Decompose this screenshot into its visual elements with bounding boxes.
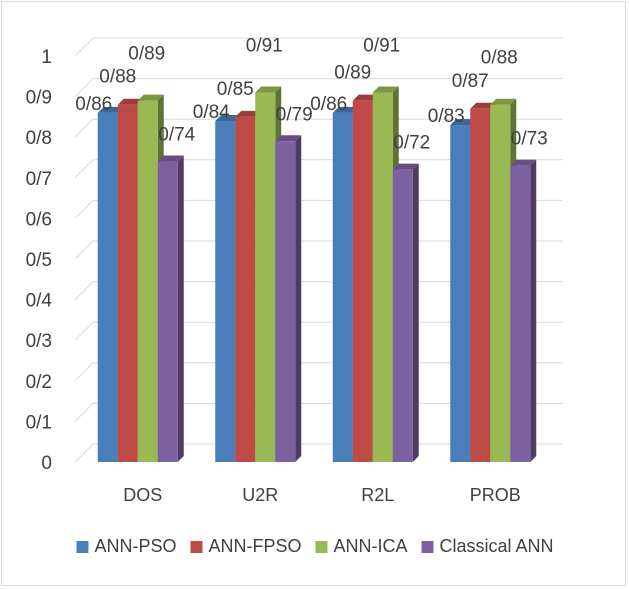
- bar-front: [372, 92, 393, 462]
- data-label: 0/89: [334, 63, 371, 84]
- data-label: 0/74: [158, 125, 195, 146]
- gridline: [74, 118, 563, 138]
- y-tick-label: 0/8: [26, 128, 52, 149]
- bar-side: [530, 159, 537, 462]
- y-tick-label: 0/5: [26, 250, 52, 271]
- data-label: 0/86: [310, 94, 347, 115]
- data-label: 0/84: [193, 102, 230, 123]
- data-labels: 0/860/880/890/740/840/850/910/790/860/89…: [75, 36, 547, 154]
- y-tick-label: 0/4: [26, 291, 53, 312]
- bar-front: [157, 161, 178, 462]
- bar-group-prob: [450, 98, 537, 463]
- legend-item: Classical ANN: [421, 536, 554, 556]
- bar-group-r2l: [332, 86, 419, 462]
- legend-label: ANN-FPSO: [208, 536, 301, 556]
- legend-item: ANN-ICA: [315, 536, 408, 556]
- bar-front: [235, 116, 256, 463]
- data-label: 0/83: [428, 106, 465, 127]
- bar-front: [215, 120, 236, 463]
- y-tick-label: 0/3: [26, 331, 52, 352]
- bar-top: [470, 102, 497, 109]
- x-axis-tick-labels: DOS U2R R2L PROB: [123, 485, 521, 505]
- bar-top: [137, 94, 164, 101]
- y-axis-tick-labels: 0 0/1 0/2 0/3 0/4 0/5 0/6 0/7 0/8 0/9 1: [26, 47, 53, 474]
- x-tick-label: R2L: [361, 485, 394, 505]
- bar-group-u2r: [215, 86, 302, 463]
- gridline: [74, 37, 563, 57]
- data-label: 0/88: [99, 67, 136, 88]
- y-tick-label: 0/7: [26, 169, 52, 190]
- bar-group-dos: [97, 94, 184, 462]
- bar-top: [510, 159, 537, 166]
- y-tick-label: 0/6: [26, 209, 52, 230]
- bar-top: [450, 119, 477, 126]
- bar-top: [255, 86, 282, 93]
- data-label: 0/72: [393, 133, 430, 154]
- legend: ANN-PSO ANN-FPSO ANN-ICA Classical ANN: [76, 536, 554, 556]
- legend-label: ANN-ICA: [333, 536, 407, 556]
- y-tick-label: 1: [41, 47, 52, 68]
- y-tick-label: 0/9: [26, 88, 52, 109]
- bar-side: [177, 155, 184, 462]
- bar-top: [235, 110, 262, 117]
- legend-swatch: [421, 541, 434, 553]
- legend-swatch: [190, 541, 203, 553]
- bar-front: [450, 125, 471, 463]
- data-label: 0/87: [452, 71, 489, 92]
- bar-front: [97, 112, 118, 462]
- legend-swatch: [315, 541, 328, 553]
- data-label: 0/89: [128, 44, 165, 65]
- legend-item: ANN-PSO: [76, 536, 176, 556]
- bar-front: [510, 165, 531, 462]
- bar-top: [352, 94, 379, 101]
- bar-front: [117, 104, 138, 462]
- bar-side: [412, 163, 419, 462]
- bar-front: [352, 100, 373, 462]
- bar-front: [490, 104, 511, 462]
- legend-swatch: [76, 541, 89, 553]
- data-label: 0/73: [511, 129, 548, 150]
- legend-item: ANN-FPSO: [190, 536, 301, 556]
- bar-front: [332, 112, 353, 462]
- bar: [275, 135, 302, 462]
- gridline: [74, 78, 563, 97]
- bar-top: [372, 86, 399, 93]
- gridline: [74, 159, 563, 179]
- legend-label: Classical ANN: [440, 536, 554, 556]
- data-label: 0/85: [217, 79, 254, 100]
- bar-top: [490, 98, 517, 105]
- data-label: 0/88: [481, 48, 518, 69]
- bar-front: [255, 92, 276, 462]
- bar-front: [137, 100, 158, 462]
- bar-front: [470, 108, 491, 462]
- x-tick-label: PROB: [470, 485, 521, 505]
- bar-side: [295, 135, 302, 462]
- bar-top: [275, 135, 302, 142]
- bar-front: [275, 141, 296, 462]
- bar: [392, 163, 419, 462]
- bar-top: [157, 155, 184, 162]
- x-tick-label: DOS: [123, 485, 162, 505]
- bar-front: [392, 169, 413, 462]
- bar-top: [117, 98, 144, 105]
- bar-top: [215, 114, 242, 121]
- y-tick-label: 0: [41, 453, 52, 474]
- bar: [157, 155, 184, 462]
- data-label: 0/79: [276, 104, 313, 125]
- y-tick-label: 0/1: [26, 412, 52, 433]
- bars: [97, 86, 537, 463]
- bar-top: [392, 163, 419, 170]
- data-label: 0/86: [75, 94, 112, 115]
- y-tick-label: 0/2: [26, 372, 52, 393]
- bar: [510, 159, 537, 462]
- bar-top: [332, 106, 359, 113]
- legend-label: ANN-PSO: [94, 536, 176, 556]
- data-label: 0/91: [246, 36, 283, 57]
- data-label: 0/91: [363, 36, 400, 57]
- bar-top: [97, 106, 124, 113]
- x-tick-label: U2R: [242, 485, 278, 505]
